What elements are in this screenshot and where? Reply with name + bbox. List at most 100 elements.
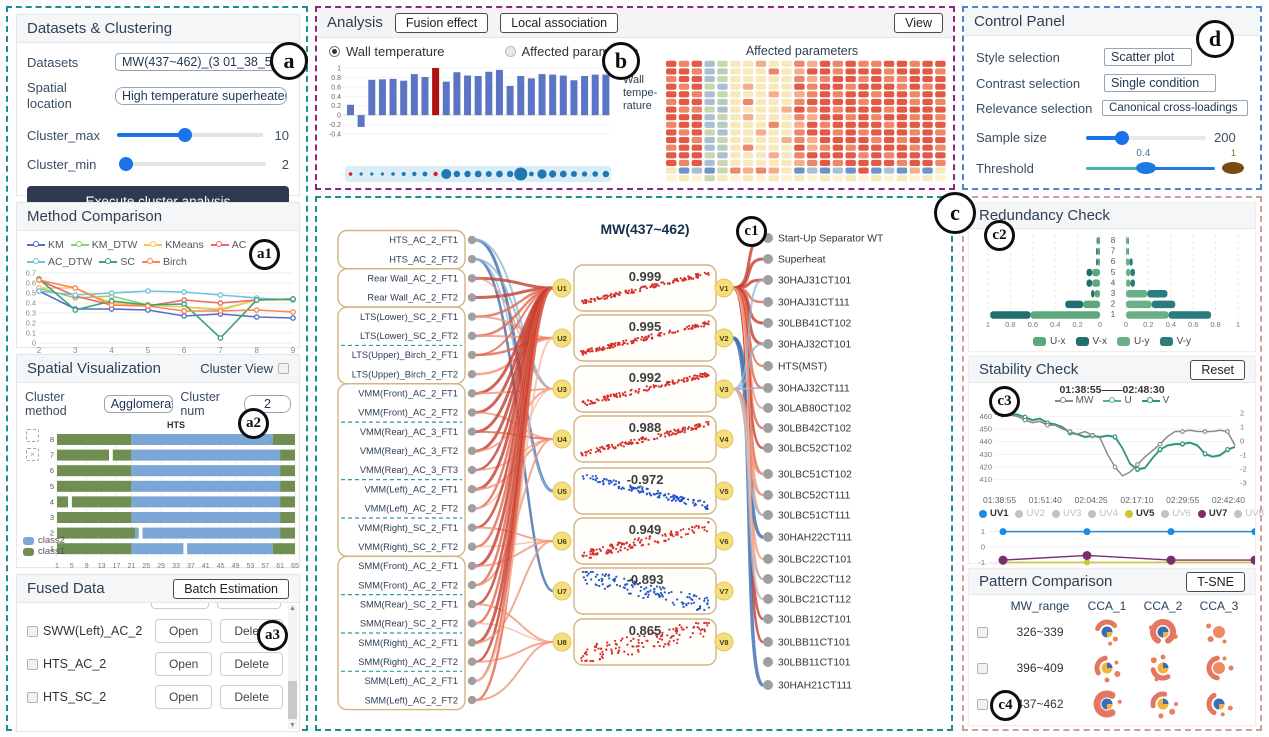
open-button[interactable]: Open	[154, 619, 213, 643]
uv-legend-UV7[interactable]: UV7	[1197, 508, 1227, 519]
spatial-location-select[interactable]: High temperature superheater	[115, 87, 287, 106]
heatmap-cell	[845, 167, 856, 174]
heatmap-cell	[717, 167, 728, 174]
left-node-label: VMM(Front)_AC_2_FT2	[358, 408, 458, 418]
local-association-button[interactable]: Local association	[500, 12, 619, 33]
batch-estimation-button[interactable]: Batch Estimation	[173, 578, 289, 599]
cluster-max-slider[interactable]	[117, 128, 263, 142]
threshold-knob[interactable]	[1136, 161, 1157, 174]
open-button-partial[interactable]	[151, 603, 209, 609]
legend-AC_DTW[interactable]: AC_DTW	[27, 255, 92, 269]
fusion-effect-button[interactable]: Fusion effect	[394, 12, 489, 33]
box-select-icon[interactable]	[26, 429, 39, 442]
style-selection-select[interactable]: Scatter plot	[1104, 48, 1192, 66]
uv-legend-UV1[interactable]: UV1	[979, 508, 1008, 519]
heatmap-cell	[845, 121, 856, 128]
axis-label: 450	[979, 425, 992, 434]
analysis-bar	[506, 85, 514, 116]
datasets-select[interactable]: MW(437~462)_(3 01_38_55~3 02	[115, 53, 287, 71]
contrast-selection-select[interactable]: Single condition	[1104, 74, 1216, 92]
delete-button-partial[interactable]	[217, 603, 281, 609]
stability-legend-MW[interactable]: MW	[1054, 395, 1093, 406]
fused-item-checkbox[interactable]	[27, 658, 38, 670]
legend-SC[interactable]: SC	[99, 255, 135, 269]
sample-size-slider[interactable]	[1086, 130, 1206, 145]
threshold-max-knob[interactable]	[1222, 161, 1244, 174]
tsne-button[interactable]: T-SNE	[1186, 571, 1245, 592]
axis-label: 13	[98, 563, 106, 570]
hts-bar-segment	[57, 512, 132, 523]
tsne-cluster-glyph	[1206, 655, 1234, 681]
heatmap-cell	[845, 129, 856, 136]
legend-KMeans[interactable]: KMeans	[144, 238, 204, 252]
view-button[interactable]: View	[894, 12, 943, 33]
heatmap-cell	[704, 68, 715, 75]
hts-bar-segment	[68, 496, 72, 508]
heatmap-cell	[781, 167, 792, 174]
legend-KM_DTW[interactable]: KM_DTW	[70, 238, 137, 252]
threshold-slider[interactable]: 0.4 1	[1086, 148, 1244, 174]
delete-button[interactable]: Delete	[220, 685, 283, 709]
series-AC	[38, 279, 294, 307]
heatmap-cell	[704, 167, 715, 174]
reset-button[interactable]: Reset	[1190, 359, 1245, 380]
right-node-dot	[763, 554, 773, 564]
heatmap-cell	[691, 136, 703, 144]
analysis-bar	[559, 75, 567, 116]
strip-dot	[370, 172, 374, 176]
uv-legend-UV8[interactable]: UV8	[1234, 508, 1264, 519]
heatmap-cell	[717, 175, 728, 182]
axis-label: 9	[291, 346, 296, 355]
heatmap-cell	[819, 68, 831, 75]
method-comparison-chart: 00.10.20.30.40.50.60.7 2 3 4 5 6 7 8 9	[26, 269, 296, 355]
uv-legend-UV6[interactable]: UV6	[1161, 508, 1191, 519]
analysis-bar	[474, 76, 482, 116]
legend-Birch[interactable]: Birch	[141, 255, 187, 269]
uv-legend-UV5[interactable]: UV5	[1124, 508, 1154, 519]
delete-button[interactable]: Delete	[220, 652, 283, 676]
affected-parameters-radio[interactable]	[504, 46, 516, 57]
legend-AC[interactable]: AC	[210, 238, 246, 252]
stability-legend-U[interactable]: U	[1103, 395, 1132, 406]
cluster-method-select[interactable]: Agglomerativ	[103, 395, 174, 413]
wall-temperature-radio[interactable]	[329, 46, 340, 57]
legend-KM[interactable]: KM	[27, 238, 64, 252]
open-button[interactable]: Open	[154, 685, 213, 709]
cluster-min-slider[interactable]	[118, 157, 266, 171]
heatmap-cell	[730, 152, 741, 159]
pattern-row-checkbox[interactable]	[977, 662, 988, 674]
open-button[interactable]: Open	[154, 652, 213, 676]
fused-item-checkbox[interactable]	[27, 625, 38, 637]
uv-legend-UV2[interactable]: UV2	[1015, 508, 1045, 519]
axis-label: 1	[981, 527, 985, 536]
heatmap-cell	[678, 121, 690, 128]
heatmap-cell	[717, 68, 728, 75]
heatmap-cell	[730, 129, 741, 136]
heatmap-cell	[819, 159, 831, 167]
left-node-label: Rear Wall_AC_2_FT1	[367, 274, 458, 284]
stability-legend-V[interactable]: V	[1141, 395, 1169, 406]
redundancy-bar-ux	[1030, 311, 1100, 319]
heatmap-cell	[781, 114, 792, 121]
strip-dot	[412, 171, 417, 177]
u-node-label: U5	[557, 487, 567, 496]
pattern-row-checkbox[interactable]	[977, 626, 988, 638]
left-node-label: SMM(Front)_AC_2_FT1	[358, 561, 458, 571]
fused-item-checkbox[interactable]	[27, 691, 38, 703]
pattern-row-checkbox[interactable]	[977, 698, 988, 710]
clear-selection-icon[interactable]: ×	[26, 448, 39, 461]
redundancy-bar-vy	[1168, 311, 1212, 319]
relevance-selection-select[interactable]: Canonical cross-loadings	[1102, 100, 1248, 116]
heatmap-cell	[807, 159, 818, 167]
uv-legend-UV4[interactable]: UV4	[1088, 508, 1118, 519]
cluster-view-checkbox[interactable]	[278, 363, 289, 374]
uv-legend-UV3[interactable]: UV3	[1051, 508, 1081, 519]
threshold-max-value: 1	[1230, 147, 1236, 158]
heatmap-cell	[755, 75, 767, 83]
heatmap-cell	[883, 114, 895, 121]
heatmap-cell	[666, 83, 677, 90]
fused-scrollbar[interactable]: ▲ ▼	[288, 605, 297, 729]
redundancy-bar-ux	[1092, 268, 1100, 277]
heatmap-cell	[678, 68, 690, 75]
heatmap-cell	[666, 129, 677, 136]
